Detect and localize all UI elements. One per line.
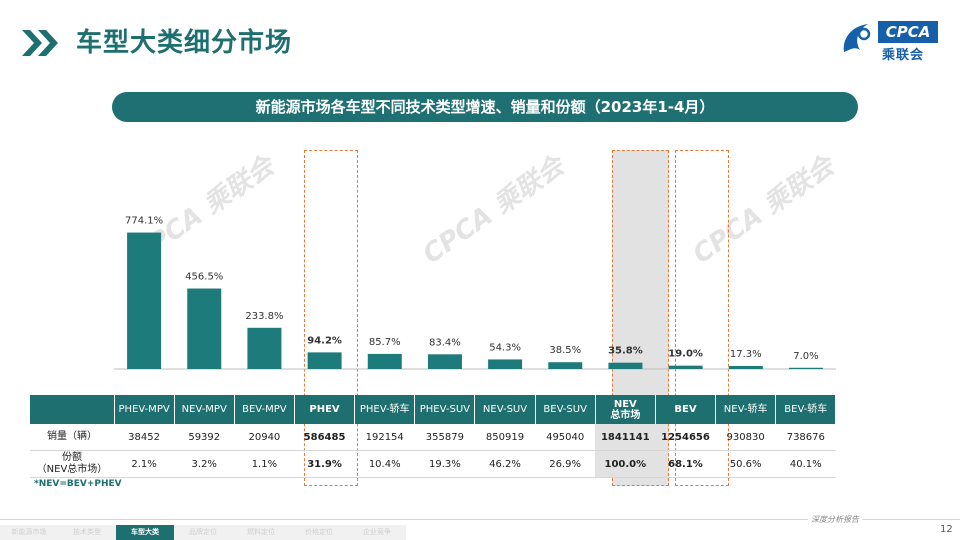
table-cell: 738676 [775, 424, 836, 451]
growth-bar-chart: 774.1% 456.5% 233.8% 94.2% 85.7% 83.4% 54.3% 38… [114, 216, 836, 370]
nav-item-vehicle-class[interactable]: 车型大类 [116, 525, 174, 540]
column-header: BEV-MPV [234, 395, 295, 424]
chevron-right-icon [22, 30, 58, 56]
bar-6 [488, 359, 523, 369]
bar-5 [427, 354, 462, 369]
table-cell: 850919 [474, 424, 536, 451]
nav-item-fuel-position[interactable]: 燃料定位 [232, 525, 290, 540]
table-cell: 192154 [354, 424, 415, 451]
bar-value-label-9: 19.0% [668, 349, 703, 360]
bar-value-label-11: 7.0% [793, 351, 818, 362]
bar-value-label-7: 38.5% [549, 345, 581, 356]
data-table: PHEV-MPV NEV-MPV BEV-MPV PHEV PHEV-轿车 PH… [30, 395, 837, 478]
bar-10 [728, 365, 763, 369]
table-cell: 495040 [535, 424, 596, 451]
nav-item-brand-position[interactable]: 品牌定位 [174, 525, 232, 540]
nav-item-price-position[interactable]: 价格定位 [290, 525, 348, 540]
logo-cn-text: 乘联会 [882, 48, 925, 63]
bar-11 [788, 367, 823, 369]
cpca-logo: CPCA 乘联会 [838, 20, 942, 63]
column-header-line2: 总市场 [610, 409, 641, 421]
nav-item-nev-market[interactable]: 新能源市场 [0, 525, 58, 540]
bar-1 [187, 288, 222, 369]
table-cell: 59392 [174, 424, 235, 451]
bar-2 [247, 327, 282, 369]
bar-7 [548, 362, 583, 369]
column-header: NEV 总市场 [595, 395, 656, 424]
row-label-share-line1: 份额 [62, 452, 82, 463]
column-header: PHEV [294, 395, 356, 424]
bar-value-label-10: 17.3% [730, 349, 762, 360]
table-header-row: PHEV-MPV NEV-MPV BEV-MPV PHEV PHEV-轿车 PH… [30, 395, 837, 424]
bev-highlight-box [675, 150, 729, 486]
table-cell: 1841141 [595, 424, 656, 451]
table-corner-cell [30, 395, 115, 424]
column-header: PHEV-轿车 [354, 395, 416, 424]
row-label-share-line2: （NEV总市场） [36, 464, 108, 475]
bar-0 [127, 232, 162, 369]
table-cell: 2.1% [114, 450, 175, 478]
table-cell: 3.2% [174, 450, 235, 478]
phev-highlight-box [304, 150, 358, 486]
bar-value-label-6: 54.3% [489, 342, 521, 353]
column-header: BEV [655, 395, 717, 424]
nav-item-tech-type[interactable]: 技术类型 [58, 525, 116, 540]
bar-value-label-1: 456.5% [185, 272, 223, 283]
table-cell: 586485 [294, 424, 355, 451]
table-cell: 38452 [114, 424, 175, 451]
cpca-logo-mark-icon [843, 24, 871, 52]
table-row: 份额 （NEV总市场） 2.1% 3.2% 1.1% 31.9% 10.4% 1… [30, 450, 836, 478]
bar-8 [608, 362, 643, 369]
bar-value-label-8: 35.8% [608, 346, 643, 357]
bar-value-label-4: 85.7% [369, 337, 401, 348]
table-cell: 50.6% [715, 450, 776, 478]
table-cell: 68.1% [655, 450, 716, 478]
table-cell: 10.4% [354, 450, 415, 478]
table-cell: 1254656 [655, 424, 716, 451]
column-header-line1: NEV [613, 398, 637, 410]
header: 车型大类细分市场 CPCA 乘联会 [0, 0, 960, 86]
bar-9 [668, 365, 703, 369]
footnote: *NEV=BEV+PHEV [34, 479, 122, 489]
chart-title: 新能源市场各车型不同技术类型增速、销量和份额（2023年1-4月） [112, 92, 858, 122]
nev-total-highlight-box [612, 150, 669, 486]
bar-value-label-0: 774.1% [125, 216, 163, 227]
table-cell: 355879 [414, 424, 475, 451]
bar-4 [367, 353, 402, 369]
table-cell: 40.1% [775, 450, 836, 478]
bar-value-label-2: 233.8% [245, 311, 283, 322]
row-label-share: 份额 （NEV总市场） [30, 450, 114, 478]
report-label: 深度分析报告 [808, 514, 862, 525]
table-cell: 1.1% [234, 450, 295, 478]
column-header: NEV-轿车 [715, 395, 777, 424]
table-cell: 31.9% [294, 450, 355, 478]
bar-3 [307, 352, 342, 369]
bar-value-label-5: 83.4% [429, 337, 461, 348]
column-header: PHEV-SUV [414, 395, 476, 424]
table-row: 销量（辆） 38452 59392 20940 586485 192154 35… [30, 424, 836, 451]
nav-item-company-competition[interactable]: 企业竞争 [348, 525, 406, 540]
table-cell: 100.0% [595, 450, 656, 478]
page-number: 12 [940, 524, 953, 535]
table-cell: 26.9% [535, 450, 596, 478]
section-nav: 新能源市场 技术类型 车型大类 品牌定位 燃料定位 价格定位 企业竞争 [0, 525, 406, 540]
table-cell: 19.3% [414, 450, 475, 478]
table-cell: 46.2% [474, 450, 536, 478]
table-cell: 930830 [715, 424, 776, 451]
footer-divider [0, 519, 960, 520]
column-header: BEV-SUV [535, 395, 596, 424]
page-title: 车型大类细分市场 [76, 28, 293, 58]
logo-text: CPCA [878, 21, 938, 43]
row-label-sales: 销量（辆） [30, 424, 114, 451]
column-header: NEV-MPV [174, 395, 235, 424]
column-header: BEV-轿车 [775, 395, 837, 424]
table-cell: 20940 [234, 424, 295, 451]
column-header: PHEV-MPV [114, 395, 175, 424]
bar-value-label-3: 94.2% [307, 335, 342, 346]
column-header: NEV-SUV [474, 395, 536, 424]
